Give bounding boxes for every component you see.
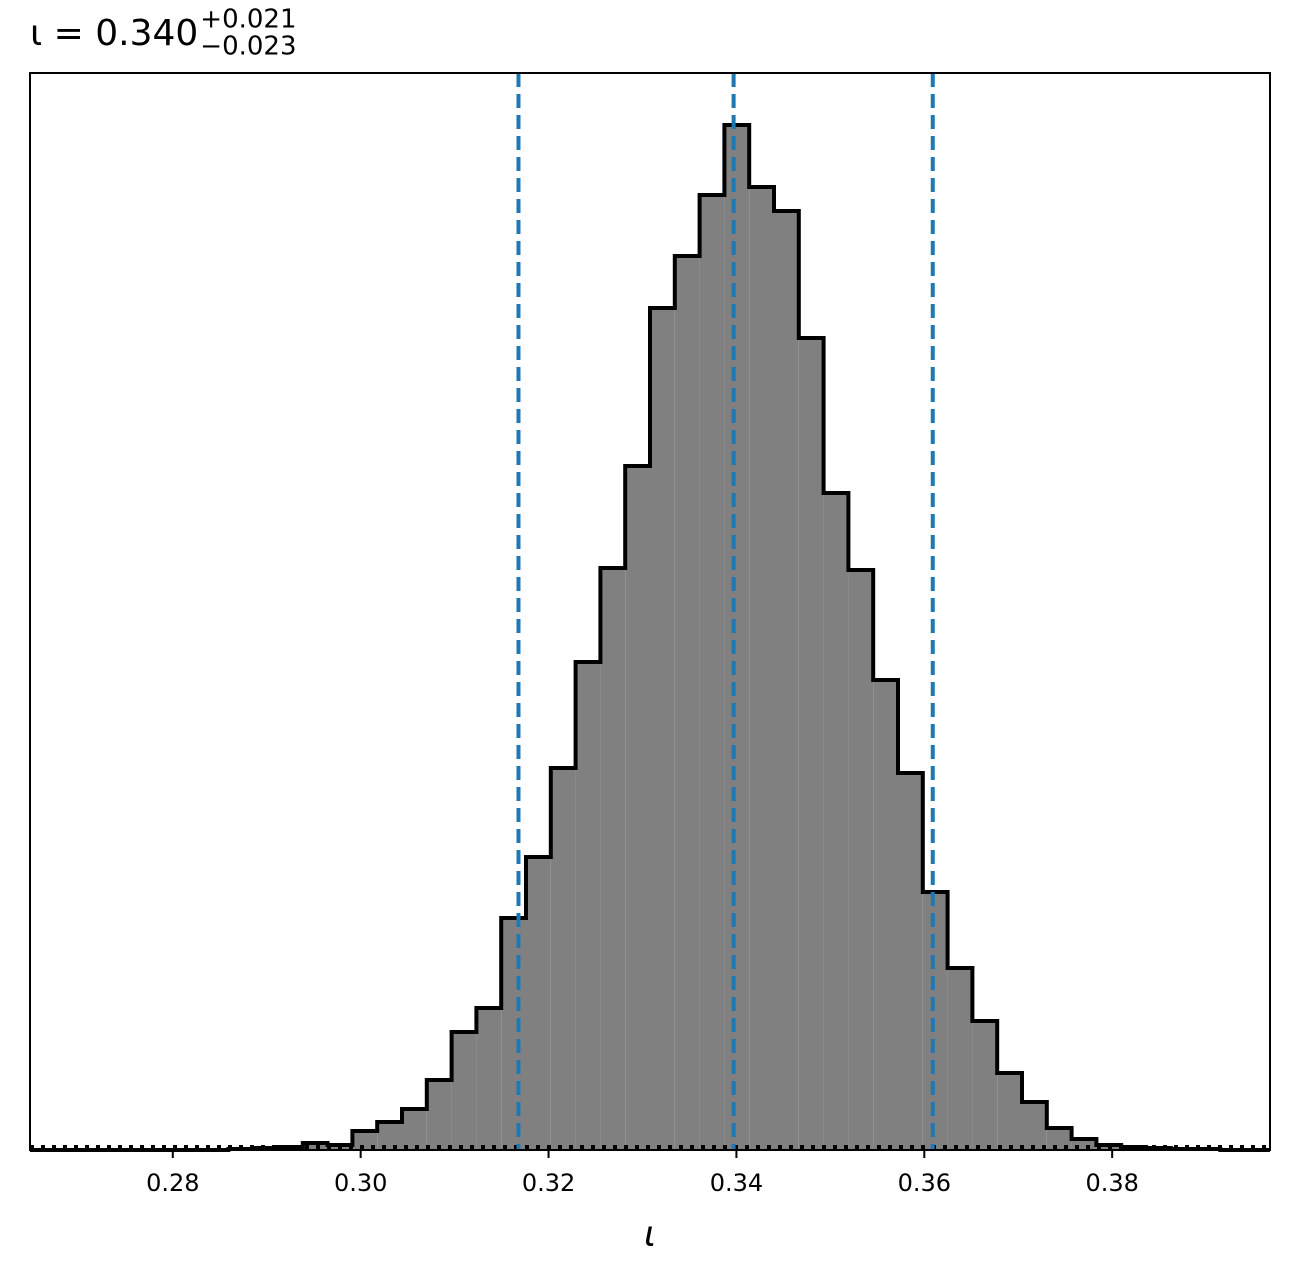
bar (377, 1122, 402, 1150)
bar (699, 195, 725, 1150)
plot-frame (29, 72, 1271, 1151)
bar (600, 568, 626, 1150)
bar (997, 1073, 1022, 1150)
x-tick-label: 0.28 (146, 1169, 199, 1197)
title-sub: −0.023 (200, 32, 296, 62)
bar (674, 256, 700, 1150)
bar (426, 1080, 452, 1150)
x-tick-label: 0.34 (710, 1169, 763, 1197)
bar (402, 1109, 427, 1150)
bar (1071, 1139, 1097, 1150)
bar (898, 773, 923, 1150)
bar (823, 493, 849, 1150)
bar (302, 1143, 328, 1150)
bar (476, 1008, 502, 1150)
bar (501, 918, 526, 1150)
bar (798, 338, 824, 1150)
bar (848, 570, 874, 1150)
bar (650, 308, 675, 1150)
bar (550, 768, 576, 1150)
bar (774, 211, 799, 1150)
x-tick-label: 0.36 (898, 1169, 951, 1197)
bar (873, 680, 898, 1150)
x-tick-label: 0.38 (1085, 1169, 1138, 1197)
bar (972, 1021, 998, 1150)
bar (575, 662, 601, 1150)
bar (625, 466, 650, 1150)
x-axis-label: ι (644, 1214, 656, 1255)
bar (1022, 1102, 1047, 1150)
bar (922, 892, 948, 1150)
chart-title: ι = 0.340 (30, 13, 198, 54)
bar (1046, 1128, 1072, 1150)
bar (451, 1032, 477, 1150)
x-tick-label: 0.32 (522, 1169, 575, 1197)
bar (724, 125, 750, 1150)
title-sup: +0.021 (200, 5, 296, 35)
bar (526, 857, 551, 1150)
title-main: ι = 0.340 (30, 13, 198, 54)
bar (947, 968, 973, 1150)
x-tick-label: 0.30 (334, 1169, 387, 1197)
bar (749, 187, 774, 1150)
